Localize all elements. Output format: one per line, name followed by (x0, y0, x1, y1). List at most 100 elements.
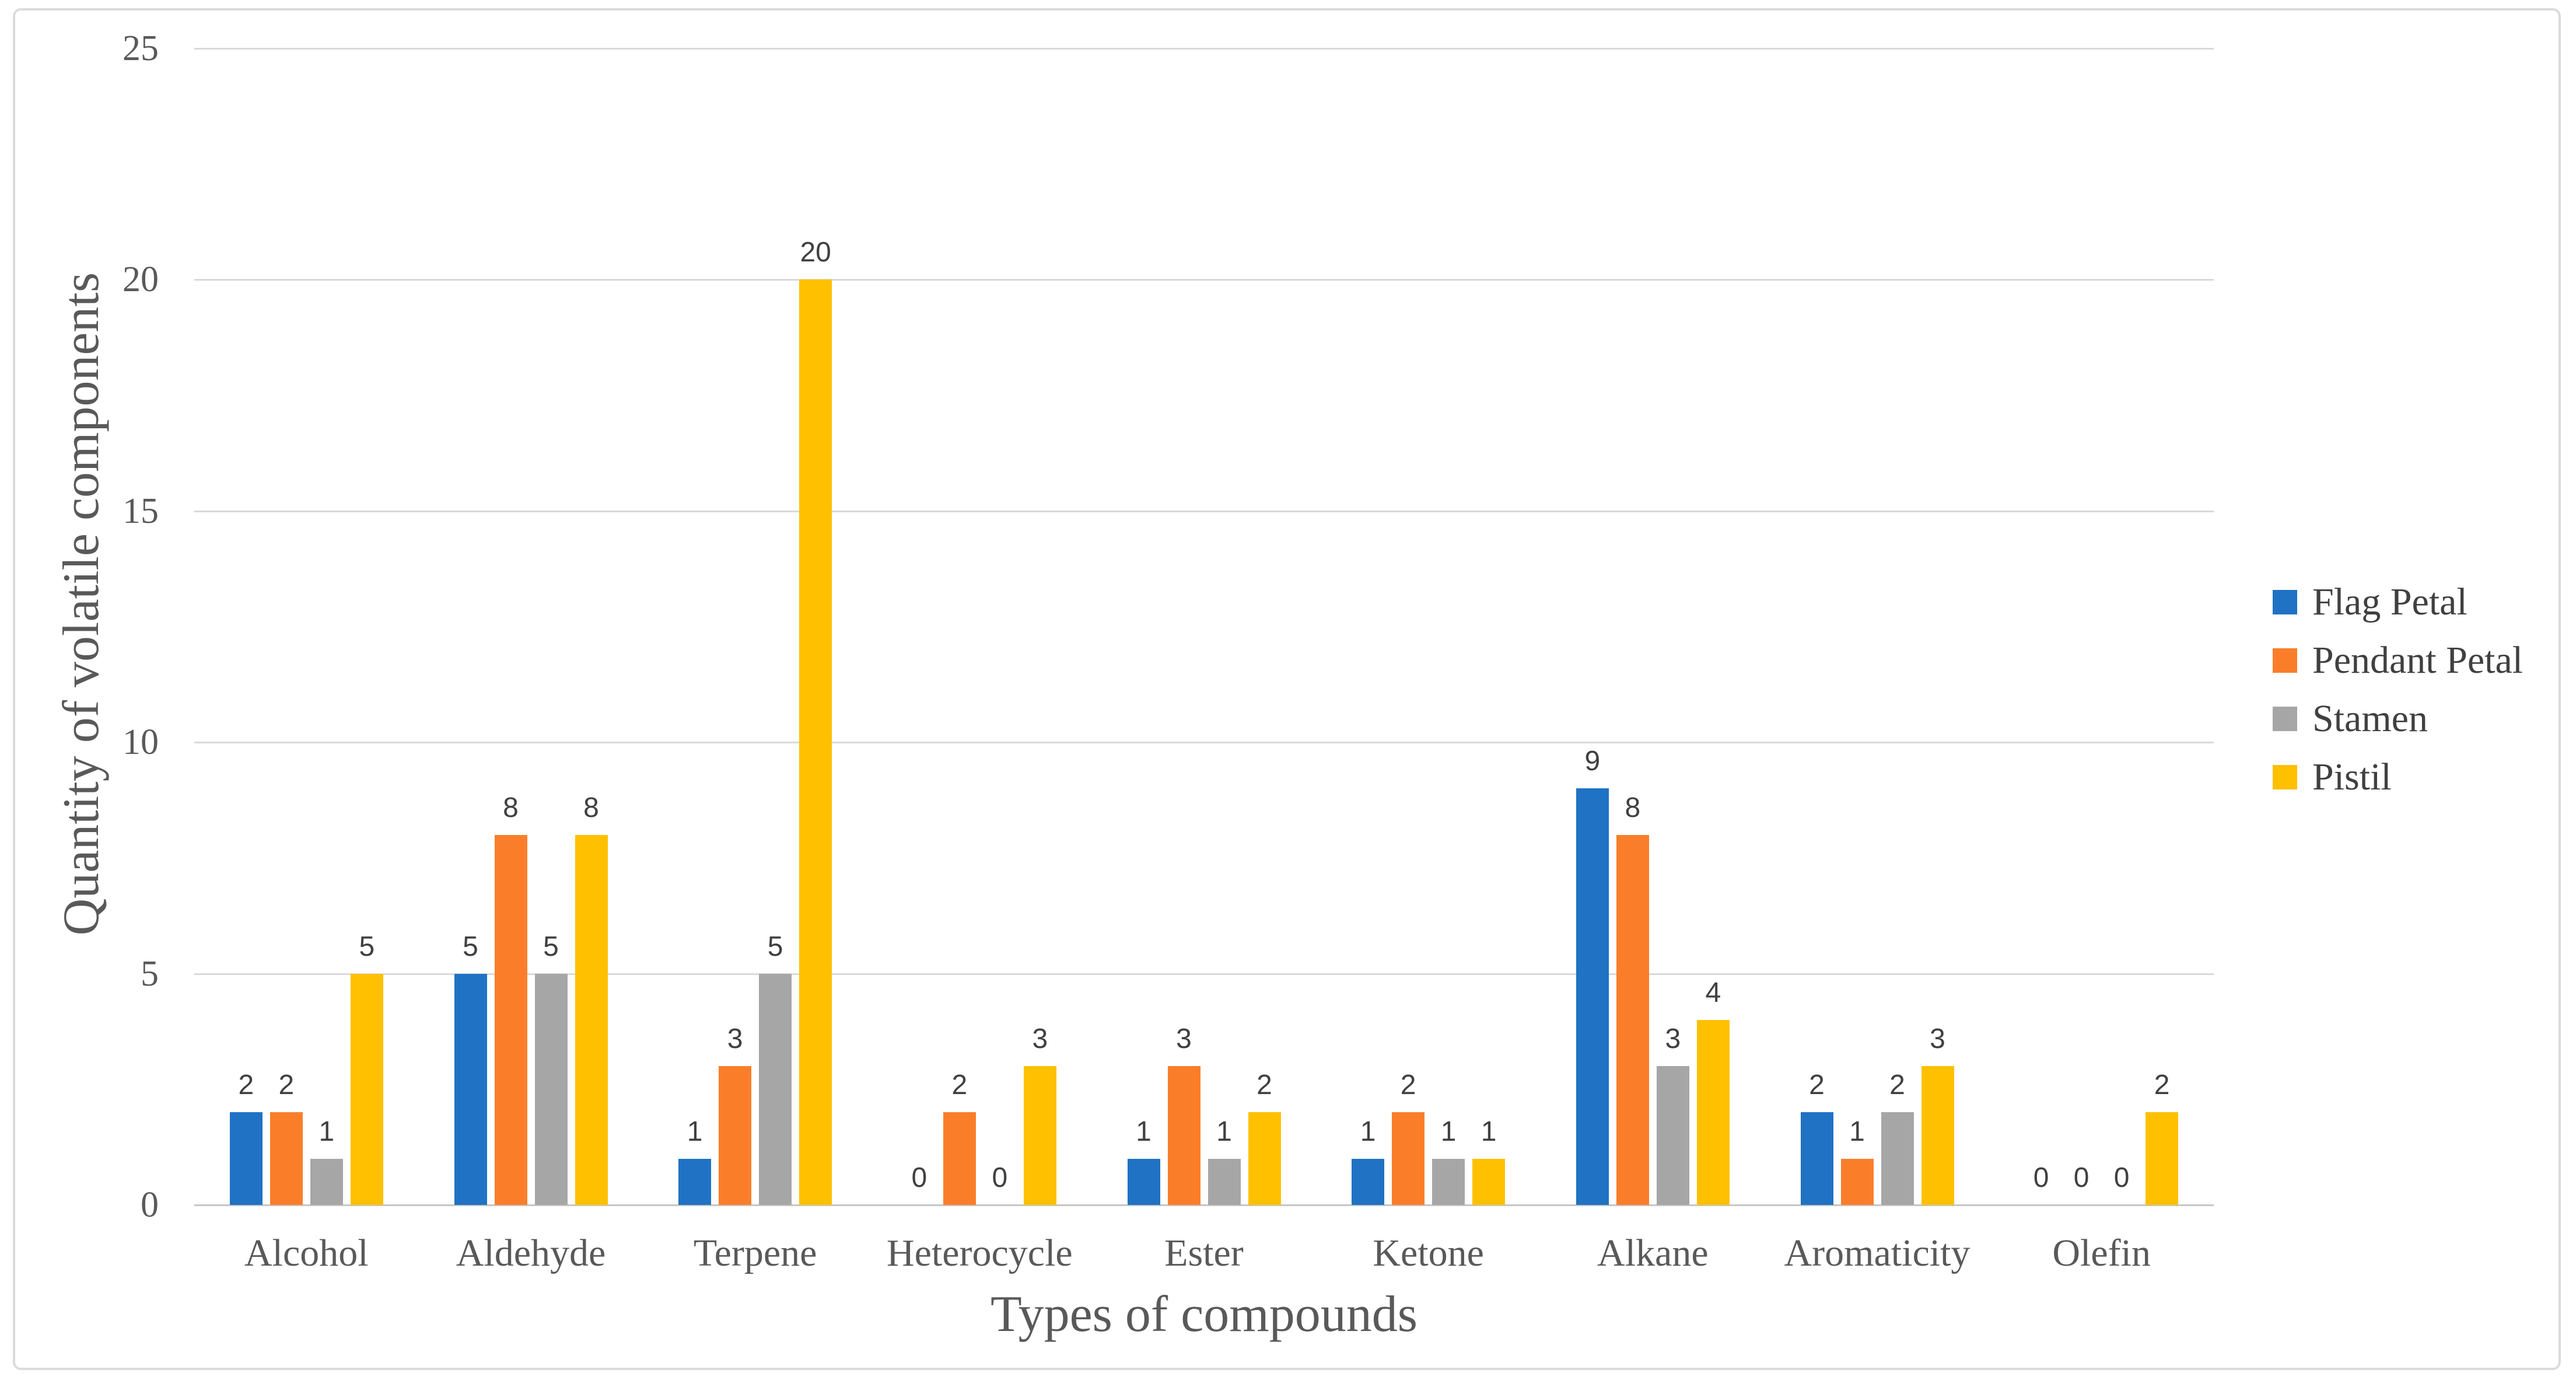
bar-value-label: 3 (1665, 1023, 1681, 1055)
bar (1840, 1158, 1874, 1205)
bar-value-label: 1 (1136, 1116, 1152, 1147)
legend-swatch (2273, 590, 2297, 614)
bar-value-label: 2 (951, 1070, 968, 1101)
bar-value-label: 2 (1809, 1070, 1825, 1101)
bar-value-label: 1 (1216, 1116, 1232, 1147)
gridline (194, 279, 2214, 281)
bar (1616, 834, 1649, 1205)
bar-value-label: 1 (318, 1116, 335, 1147)
bar-value-label: 20 (800, 237, 831, 268)
bar (719, 1066, 752, 1205)
y-tick-label: 0 (141, 1185, 159, 1225)
bar (494, 834, 527, 1205)
legend-label: Pistil (2312, 756, 2392, 798)
gridline (194, 510, 2214, 512)
bar-value-label: 1 (1480, 1116, 1497, 1147)
legend-swatch (2273, 707, 2297, 731)
bar-value-label: 1 (1360, 1116, 1376, 1147)
bar-value-label: 0 (2073, 1162, 2090, 1193)
bar-value-label: 2 (1889, 1070, 1905, 1101)
bar-value-label: 2 (1400, 1070, 1416, 1101)
bar-value-label: 3 (1176, 1023, 1192, 1055)
bar (454, 973, 487, 1205)
bar-value-label: 8 (503, 792, 519, 823)
legend-label: Stamen (2312, 697, 2428, 740)
bar (1881, 1112, 1914, 1205)
bar (1208, 1158, 1241, 1205)
bar-value-label: 2 (2154, 1070, 2170, 1101)
bar-value-label: 9 (1584, 746, 1601, 777)
legend-item: Pendant Petal (2273, 637, 2523, 684)
bar-value-label: 2 (238, 1070, 254, 1101)
bar (534, 973, 568, 1205)
gridline (194, 742, 2214, 744)
bar (2146, 1112, 2179, 1205)
bar-value-label: 2 (1256, 1070, 1272, 1101)
bar-value-label: 8 (1625, 792, 1641, 823)
bar (759, 973, 792, 1205)
category-label: Ester (1164, 1232, 1244, 1274)
bar-value-label: 5 (543, 931, 559, 962)
bar-value-label: 3 (1032, 1023, 1048, 1055)
bar-value-label: 1 (687, 1116, 703, 1147)
bar (1023, 1066, 1056, 1205)
legend-label: Flag Petal (2312, 581, 2468, 623)
legend-item: Pistil (2273, 754, 2523, 801)
bar (1472, 1158, 1506, 1205)
category-label: Olefin (2052, 1232, 2151, 1274)
legend-swatch (2273, 765, 2297, 789)
bar-value-label: 5 (359, 931, 375, 962)
category-label: Alkane (1597, 1232, 1709, 1274)
gridline (194, 48, 2214, 50)
y-tick-label: 10 (123, 722, 159, 763)
bar-value-label: 1 (1440, 1116, 1457, 1147)
category-label: Ketone (1373, 1232, 1484, 1274)
bar (1248, 1112, 1281, 1205)
bar-value-label: 0 (911, 1162, 928, 1193)
legend-label: Pendant Petal (2312, 639, 2524, 682)
bar (1576, 788, 1609, 1205)
y-tick-label: 5 (141, 953, 159, 994)
bar-value-label: 3 (1930, 1023, 1945, 1055)
x-axis-line (194, 1204, 2214, 1206)
legend-swatch (2273, 648, 2297, 673)
bar-value-label: 5 (463, 931, 478, 962)
legend-item: Stamen (2273, 696, 2523, 742)
bar-value-label: 2 (278, 1070, 295, 1101)
bar (1696, 1019, 1730, 1205)
bar (350, 973, 383, 1205)
bar (1921, 1066, 1954, 1205)
bar (229, 1112, 262, 1205)
bar (943, 1112, 976, 1205)
bar-value-label: 4 (1705, 977, 1721, 1008)
bar (1127, 1158, 1160, 1205)
x-axis-title: Types of compounds (991, 1286, 1418, 1343)
bar (1167, 1066, 1200, 1205)
bar-value-label: 3 (727, 1023, 743, 1055)
category-label: Aldehyde (456, 1232, 606, 1274)
bar (575, 834, 608, 1205)
gridline (194, 973, 2214, 975)
bar-value-label: 5 (767, 931, 783, 962)
bar-value-label: 1 (1849, 1116, 1865, 1147)
y-axis-title: Quantity of volatile components (53, 272, 110, 936)
bar (799, 280, 832, 1205)
category-label: Aromaticity (1784, 1232, 1971, 1274)
bar (1352, 1158, 1385, 1205)
figure-frame (13, 8, 2561, 1370)
bar-value-label: 0 (2033, 1162, 2049, 1193)
legend-item: Flag Petal (2273, 579, 2523, 626)
bar (1656, 1066, 1689, 1205)
category-label: Terpene (693, 1232, 817, 1274)
bar (1432, 1158, 1465, 1205)
category-label: Heterocycle (886, 1232, 1073, 1274)
bar (1392, 1112, 1425, 1205)
y-tick-label: 20 (123, 260, 159, 300)
category-label: Alcohol (244, 1232, 369, 1274)
bar-value-label: 0 (2113, 1162, 2130, 1193)
bar-value-label: 0 (992, 1162, 1008, 1193)
bar (310, 1158, 343, 1205)
y-tick-label: 25 (123, 29, 159, 68)
bar (1800, 1112, 1833, 1205)
